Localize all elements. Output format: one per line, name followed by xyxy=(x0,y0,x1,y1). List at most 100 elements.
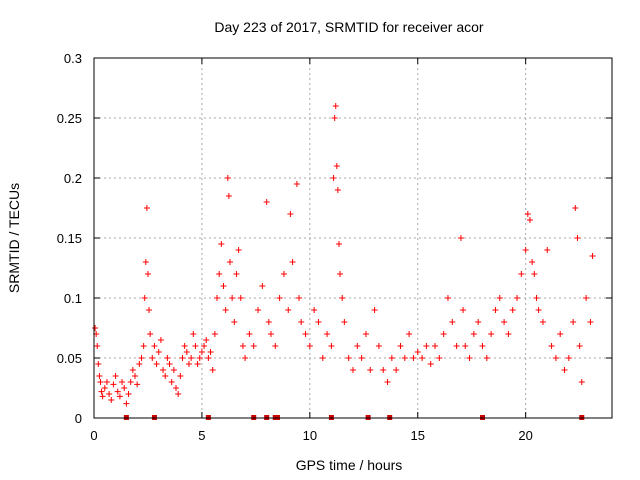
data-point xyxy=(337,271,344,277)
data-point xyxy=(350,367,356,373)
data-point xyxy=(565,355,572,361)
data-point xyxy=(533,295,540,301)
data-point xyxy=(410,355,417,361)
data-point xyxy=(457,235,464,241)
data-point xyxy=(146,307,153,313)
data-point xyxy=(220,283,227,289)
data-point xyxy=(179,355,186,361)
data-point xyxy=(332,103,339,109)
data-point xyxy=(345,355,352,361)
data-point xyxy=(119,379,126,385)
data-point xyxy=(142,259,149,265)
data-point xyxy=(114,388,121,395)
data-point xyxy=(127,379,134,385)
data-point xyxy=(524,211,531,217)
data-point xyxy=(423,343,430,349)
data-point xyxy=(259,283,266,289)
data-point xyxy=(225,193,232,199)
data-point xyxy=(375,343,382,349)
data-point xyxy=(331,115,338,121)
data-point xyxy=(414,349,421,355)
data-point xyxy=(106,391,113,397)
data-point xyxy=(552,355,559,361)
data-point xyxy=(162,373,169,379)
data-point xyxy=(328,343,335,349)
data-point xyxy=(518,271,525,277)
data-point xyxy=(436,355,443,361)
data-point xyxy=(98,388,105,395)
data-point xyxy=(144,271,151,277)
data-point xyxy=(406,331,413,337)
data-point xyxy=(267,331,274,337)
data-point xyxy=(149,355,156,361)
data-point xyxy=(522,247,529,253)
data-point xyxy=(539,319,546,325)
data-point xyxy=(531,271,538,277)
data-point xyxy=(444,295,451,301)
data-point xyxy=(216,271,223,277)
data-point xyxy=(492,307,499,313)
x-axis-label: GPS time / hours xyxy=(296,457,403,473)
data-point xyxy=(578,379,585,385)
data-point xyxy=(393,367,400,373)
data-point xyxy=(272,343,279,349)
data-point xyxy=(136,361,143,367)
data-point xyxy=(222,307,229,313)
data-point xyxy=(276,295,283,301)
data-point xyxy=(255,307,262,313)
axis-ticks xyxy=(93,57,612,419)
data-point xyxy=(229,295,236,301)
data-point xyxy=(298,319,305,325)
y-tick-labels: 0 0.05 0.1 0.15 0.2 0.25 0.3 xyxy=(57,51,82,426)
data-point xyxy=(110,381,117,388)
y-tick-label: 0.2 xyxy=(64,171,82,186)
x-tick-label: 20 xyxy=(518,428,532,443)
y-tick-label: 0 xyxy=(75,411,82,426)
data-point xyxy=(319,355,326,361)
data-point xyxy=(570,319,577,325)
data-point xyxy=(237,295,244,301)
data-point xyxy=(134,381,141,388)
data-point xyxy=(529,259,536,265)
data-point xyxy=(173,385,180,391)
data-point xyxy=(95,361,102,367)
data-point xyxy=(194,361,201,367)
data-point xyxy=(397,343,404,349)
data-point xyxy=(526,217,533,223)
y-tick-label: 0.3 xyxy=(64,51,82,66)
data-point xyxy=(341,319,348,325)
data-point xyxy=(496,295,503,301)
data-point xyxy=(354,343,361,349)
data-point xyxy=(535,307,542,313)
data-point xyxy=(201,343,208,349)
data-point xyxy=(101,385,108,391)
data-point xyxy=(358,355,365,361)
data-point xyxy=(380,367,387,373)
data-point xyxy=(205,355,212,361)
data-point xyxy=(239,343,246,349)
data-point xyxy=(209,367,216,373)
data-point xyxy=(483,355,490,361)
data-point xyxy=(92,325,99,331)
data-point xyxy=(335,241,342,247)
data-point xyxy=(315,319,322,325)
data-point xyxy=(99,393,106,400)
data-point xyxy=(183,349,190,355)
data-point xyxy=(367,367,374,373)
data-point xyxy=(324,331,331,337)
data-point xyxy=(160,367,167,373)
data-point xyxy=(147,331,154,337)
data-point xyxy=(427,361,434,367)
data-point xyxy=(583,295,590,301)
data-point xyxy=(250,343,257,349)
data-point xyxy=(103,379,110,385)
data-point xyxy=(362,331,369,337)
data-point xyxy=(211,331,218,337)
data-point xyxy=(177,373,184,379)
data-point xyxy=(166,361,173,367)
data-point xyxy=(181,343,188,349)
data-point xyxy=(287,211,294,217)
data-point xyxy=(94,343,101,349)
